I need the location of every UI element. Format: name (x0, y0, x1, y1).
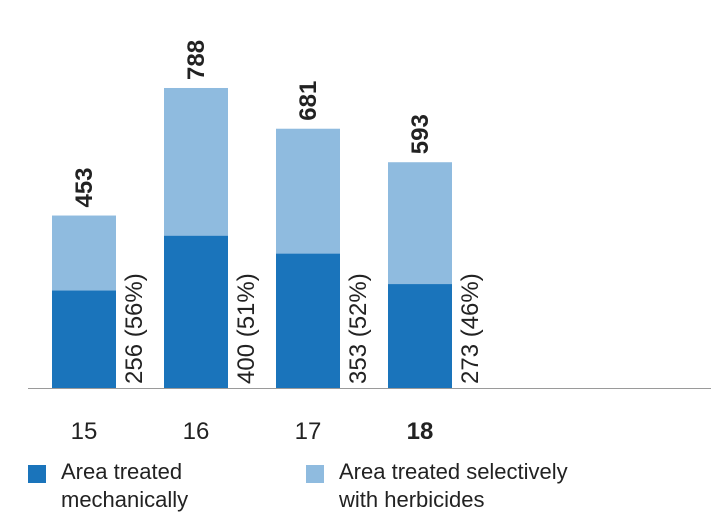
x-tick-label: 16 (183, 418, 210, 445)
legend-label-mechanical: Area treated mechanically (61, 459, 189, 512)
bar-mechanical (164, 235, 228, 388)
legend-item-mechanical: Area treated mechanically (28, 458, 296, 514)
legend-item-herbicides: Area treated selectively with herbicides (306, 458, 574, 514)
bar-mechanical (52, 290, 116, 388)
legend-swatch-mechanical (28, 465, 46, 483)
bar-mechanical-label: 273 (46%) (457, 273, 484, 384)
bar-mechanical-label: 353 (52%) (345, 273, 372, 384)
legend: Area treated mechanically Area treated s… (28, 458, 688, 516)
legend-swatch-herbicides (306, 465, 324, 483)
bar-mechanical-label: 256 (56%) (121, 273, 148, 384)
bar-total-label: 788 (183, 40, 210, 80)
bar-mechanical (276, 253, 340, 388)
bar-total-label: 453 (71, 167, 98, 207)
bar-herbicides (164, 87, 228, 236)
legend-label-herbicides: Area treated selectively with herbicides (339, 459, 568, 512)
bar-total-label: 681 (295, 81, 322, 121)
x-tick-label: 17 (295, 418, 322, 445)
bar-herbicides (388, 162, 452, 285)
x-tick-label: 18 (407, 418, 434, 445)
bar-mechanical (388, 284, 452, 388)
bar-herbicides (276, 128, 340, 254)
x-tick-label: 15 (71, 418, 98, 445)
bar-herbicides (52, 215, 116, 291)
bar-mechanical-label: 400 (51%) (233, 273, 260, 384)
bar-total-label: 593 (407, 114, 434, 154)
